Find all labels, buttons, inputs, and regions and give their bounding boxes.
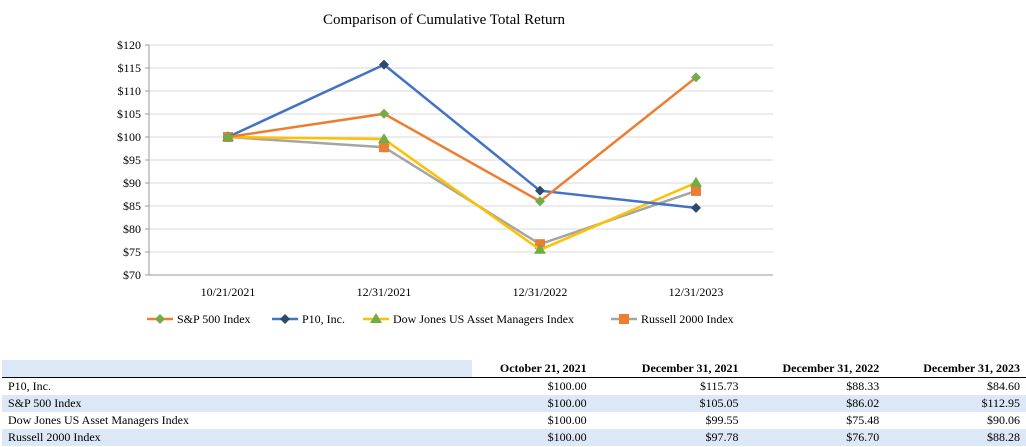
y-tick-label: $105	[117, 107, 141, 121]
y-tick-label: $70	[123, 268, 141, 282]
table-header-dec-2023: December 31, 2023	[885, 360, 1026, 378]
x-tick-label: 12/31/2023	[669, 285, 724, 299]
data-point	[223, 132, 233, 142]
table-cell: $75.48	[846, 413, 880, 427]
data-point	[378, 133, 390, 144]
axes: $70 $75 $80 $85 $90 $95 $100 $105 $110 $115 $120 10…	[117, 38, 773, 299]
table-row: Dow Jones US Asset Managers Index $100.0…	[2, 412, 1026, 429]
table-row: Russell 2000 Index $100.00 $97.78 $76.70…	[2, 429, 1026, 446]
series-line-p10	[227, 63, 697, 210]
legend: S&P 500 Index P10, Inc. Dow Jones US Asset…	[147, 312, 734, 326]
table-cell: $100.00	[547, 379, 587, 393]
series-lines	[222, 59, 702, 254]
y-tick-label: $115	[117, 61, 141, 75]
y-tick-label: $95	[123, 153, 141, 167]
series-dowjones	[222, 131, 702, 254]
series-line-dowjones	[227, 135, 697, 252]
table-header-oct-2021: October 21, 2021	[472, 360, 593, 378]
table-cell: $88.33	[846, 379, 880, 393]
table-cell: $112.95	[981, 396, 1020, 410]
y-tick-label: $110	[117, 84, 141, 98]
data-point	[534, 243, 546, 254]
legend-label: S&P 500 Index	[177, 312, 251, 326]
legend-label: P10, Inc.	[302, 312, 345, 326]
series-p10	[223, 59, 701, 213]
legend-item-sp500: S&P 500 Index	[147, 312, 251, 326]
table-cell: $100.00	[547, 430, 587, 444]
x-tick-label: 12/31/2021	[357, 285, 412, 299]
table-cell: $100.00	[547, 396, 587, 410]
series-line-russell	[227, 135, 697, 246]
cumulative-return-table: October 21, 2021 December 31, 2021 Decem…	[2, 360, 1026, 446]
row-label: Russell 2000 Index	[8, 430, 101, 444]
data-point	[379, 59, 389, 70]
legend-label: Russell 2000 Index	[641, 312, 734, 326]
table-cell: $86.02	[846, 396, 880, 410]
legend-marker	[280, 314, 290, 324]
table-header-dec-2021: December 31, 2021	[592, 360, 745, 378]
table-cell: $90.06	[987, 413, 1020, 427]
table-cell: $100.00	[547, 413, 587, 427]
row-label: Dow Jones US Asset Managers Index	[8, 413, 189, 427]
table-cell: $84.60	[987, 379, 1020, 393]
y-tick-label: $90	[123, 176, 141, 190]
legend-marker	[370, 313, 382, 323]
table-cell: $88.28	[987, 430, 1020, 444]
data-point	[691, 185, 701, 196]
table-header-row: October 21, 2021 December 31, 2021 Decem…	[2, 360, 1026, 378]
x-tick-label: 12/31/2022	[513, 285, 568, 299]
legend-marker	[155, 314, 165, 324]
y-tick-label: $120	[117, 38, 141, 52]
x-tick-label: 10/21/2021	[201, 285, 256, 299]
row-label: S&P 500 Index	[8, 396, 82, 410]
legend-marker	[619, 314, 629, 324]
y-tick-label: $80	[123, 222, 141, 236]
table-header-name	[2, 360, 473, 378]
legend-item-russell: Russell 2000 Index	[611, 312, 734, 326]
table-row: P10, Inc. $100.00 $115.73 $88.33 $84.60	[2, 378, 1026, 396]
table-cell: $105.05	[699, 396, 739, 410]
table-header-dec-2022: December 31, 2022	[744, 360, 886, 378]
table-cell: $99.55	[705, 413, 739, 427]
y-tick-label: $75	[123, 245, 141, 259]
data-point	[690, 176, 702, 187]
row-label: P10, Inc.	[8, 379, 51, 393]
table-cell: $97.78	[705, 430, 739, 444]
series-russell	[223, 132, 701, 250]
series-line-sp500	[227, 76, 697, 203]
legend-item-dowjones: Dow Jones US Asset Managers Index	[363, 312, 574, 326]
data-point	[535, 185, 545, 196]
series-sp500	[223, 72, 701, 207]
table-cell: $76.70	[846, 430, 880, 444]
data-point	[379, 108, 389, 119]
data-point	[691, 202, 701, 213]
line-chart: Comparison of Cumulative Total Return $7…	[117, 12, 773, 326]
table-row: S&P 500 Index $100.00 $105.05 $86.02 $11…	[2, 395, 1026, 412]
gridlines	[149, 44, 773, 276]
legend-item-p10: P10, Inc.	[272, 312, 345, 326]
data-point	[535, 196, 545, 207]
data-point	[691, 72, 701, 83]
data-point	[379, 142, 389, 153]
chart-title: Comparison of Cumulative Total Return	[323, 12, 565, 28]
legend-label: Dow Jones US Asset Managers Index	[393, 312, 574, 326]
table-cell: $115.73	[699, 379, 739, 393]
y-tick-label: $85	[123, 199, 141, 213]
y-tick-label: $100	[117, 130, 141, 144]
